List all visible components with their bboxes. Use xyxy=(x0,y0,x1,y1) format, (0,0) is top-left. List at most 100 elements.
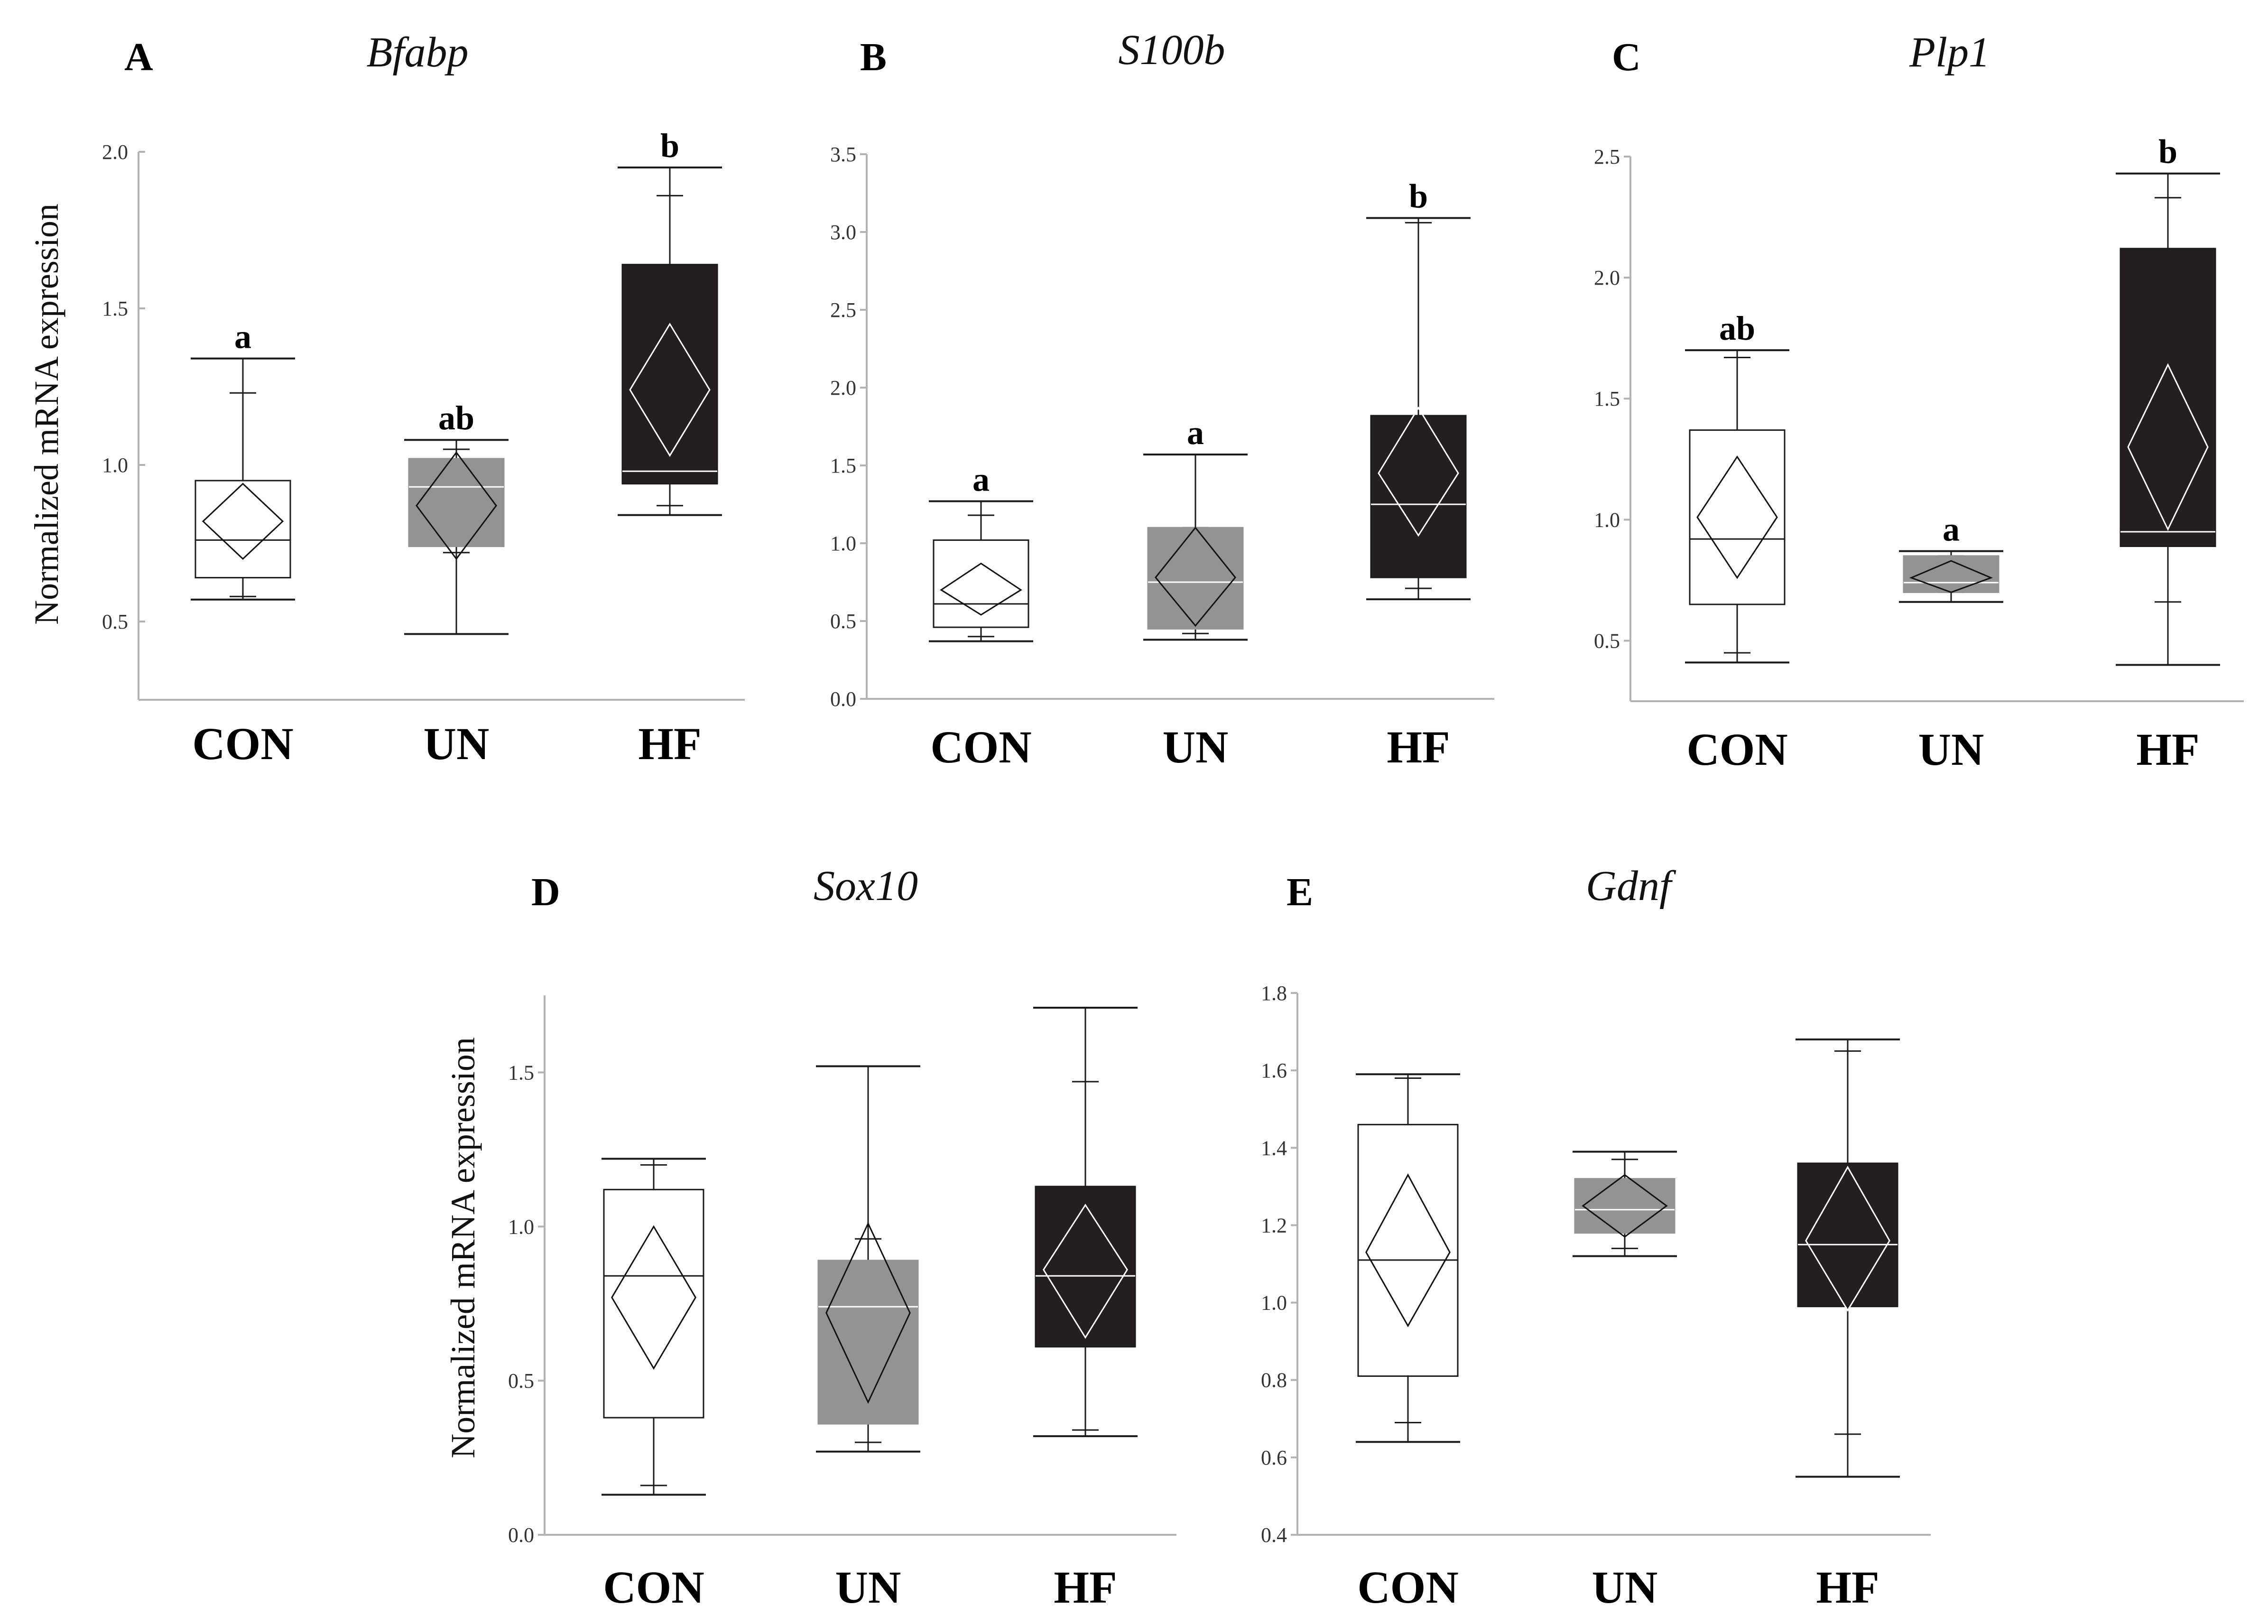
box-un: a xyxy=(1143,414,1248,641)
plot-area: 0.4 0.6 0.8 1.0 1.2 1.4 1.6 1.8 xyxy=(1261,982,1931,1547)
y-tick-label: 1.0 xyxy=(1594,508,1620,531)
mean-diamond xyxy=(629,323,711,457)
significance-letter: a xyxy=(234,318,251,356)
y-tick-label: 0.5 xyxy=(102,610,128,633)
category-label-un: UN xyxy=(424,718,490,769)
significance-letter: a xyxy=(1943,510,1960,548)
y-tick-label: 0.5 xyxy=(830,610,856,633)
iqr-box xyxy=(2120,248,2216,547)
mean-diamond xyxy=(202,483,284,560)
y-tick-label: 1.0 xyxy=(1261,1291,1287,1315)
iqr-box xyxy=(621,264,718,485)
y-tick-label: 1.5 xyxy=(830,454,856,477)
y-tick-label: 3.5 xyxy=(830,143,856,166)
iqr-box xyxy=(603,1188,704,1419)
plot-area: 0.5 1.0 1.5 2.0 a ab b xyxy=(102,127,745,701)
gene-title: Gdnf xyxy=(1586,863,1676,909)
box-un: a xyxy=(1899,510,2003,603)
category-label-con: CON xyxy=(1686,724,1787,775)
gene-title: Sox10 xyxy=(814,863,918,909)
category-label-con: CON xyxy=(930,722,1031,772)
plot-area: 0.0 0.5 1.0 1.5 2.0 2.5 3.0 3.5 a a b xyxy=(830,143,1494,711)
category-label-con: CON xyxy=(1357,1562,1458,1613)
iqr-box xyxy=(1797,1162,1898,1308)
box-con xyxy=(602,1158,706,1496)
mean-diamond xyxy=(1365,1173,1451,1327)
mean-diamond xyxy=(611,1225,696,1370)
box-hf xyxy=(1033,1006,1138,1438)
panel-letter: D xyxy=(531,870,560,914)
gene-title: S100b xyxy=(1119,27,1225,74)
mean-diamond xyxy=(2127,363,2209,531)
category-label-hf: HF xyxy=(638,718,701,769)
mean-diamond xyxy=(940,562,1022,616)
category-label-con: CON xyxy=(192,718,293,769)
category-label-un: UN xyxy=(1592,1562,1658,1613)
panel-letter: A xyxy=(124,35,153,79)
panel-letter: E xyxy=(1287,870,1313,914)
y-tick-label: 1.0 xyxy=(508,1215,534,1238)
iqr-box xyxy=(1370,415,1467,578)
y-axis-label: Normalized mRNA expression xyxy=(444,1037,482,1458)
box-hf: b xyxy=(1366,177,1471,601)
mean-diamond xyxy=(1696,455,1778,579)
panel-letter: C xyxy=(1612,35,1641,79)
significance-letter: b xyxy=(1409,177,1428,215)
box-un: ab xyxy=(404,399,509,635)
box-hf xyxy=(1796,1038,1900,1478)
panel-d: D Sox10 Normalized mRNA expression 0.00.… xyxy=(444,863,1176,1613)
category-label-un: UN xyxy=(1918,724,1984,775)
significance-letter: b xyxy=(2158,133,2177,171)
y-tick-label: 1.8 xyxy=(1261,982,1287,1005)
y-tick-label: 2.0 xyxy=(830,376,856,399)
y-tick-label: 1.0 xyxy=(830,532,856,555)
y-tick-label: 2.0 xyxy=(1594,266,1620,289)
y-tick-label: 0.0 xyxy=(830,687,856,711)
significance-letter: a xyxy=(972,460,990,498)
y-tick-label: 0.0 xyxy=(508,1523,534,1547)
category-label-un: UN xyxy=(1163,722,1229,772)
category-label-hf: HF xyxy=(2136,724,2199,775)
iqr-box xyxy=(194,480,291,579)
y-axis-label: Normalized mRNA expression xyxy=(28,204,65,625)
gene-title: Plp1 xyxy=(1909,29,1990,76)
y-tick-label: 3.0 xyxy=(830,221,856,244)
significance-letter: b xyxy=(660,127,679,165)
significance-letter: a xyxy=(1187,414,1204,452)
mean-diamond xyxy=(1582,1174,1668,1238)
iqr-box xyxy=(817,1260,919,1425)
y-tick-label: 2.0 xyxy=(102,140,128,164)
panel-letter: B xyxy=(860,35,887,79)
panel-a: A Bfabp Normalized mRNA expression 0.5 1.… xyxy=(28,29,745,769)
y-tick-label: 1.4 xyxy=(1261,1136,1287,1160)
y-tick-label: 0.8 xyxy=(1261,1369,1287,1392)
y-tick-label: 2.5 xyxy=(1594,145,1620,168)
category-label-hf: HF xyxy=(1816,1562,1879,1613)
box-con: a xyxy=(929,460,1033,642)
category-label-hf: HF xyxy=(1054,1562,1117,1613)
iqr-box xyxy=(1035,1186,1136,1348)
gene-title: Bfabp xyxy=(367,29,469,76)
mean-diamond xyxy=(1805,1166,1890,1312)
y-tick-label: 1.2 xyxy=(1261,1214,1287,1237)
iqr-box xyxy=(1357,1123,1459,1377)
y-tick-label: 0.5 xyxy=(1594,629,1620,652)
mean-diamond xyxy=(1155,526,1236,627)
category-label-un: UN xyxy=(835,1562,901,1613)
iqr-box xyxy=(1689,429,1786,605)
mean-diamond xyxy=(1378,406,1459,537)
mean-diamond xyxy=(825,1222,911,1404)
box-hf: b xyxy=(618,127,722,516)
y-tick-label: 1.0 xyxy=(102,454,128,477)
y-tick-label: 0.6 xyxy=(1261,1446,1287,1469)
panel-e: E Gdnf 0.4 0.6 0.8 1.0 1.2 1.4 1.6 1.8 CON UN H… xyxy=(1261,863,1931,1613)
box-un xyxy=(816,1065,920,1453)
y-tick-label: 2.5 xyxy=(830,298,856,322)
iqr-box xyxy=(408,458,505,548)
significance-letter: ab xyxy=(438,399,474,437)
box-con: ab xyxy=(1685,309,1789,664)
